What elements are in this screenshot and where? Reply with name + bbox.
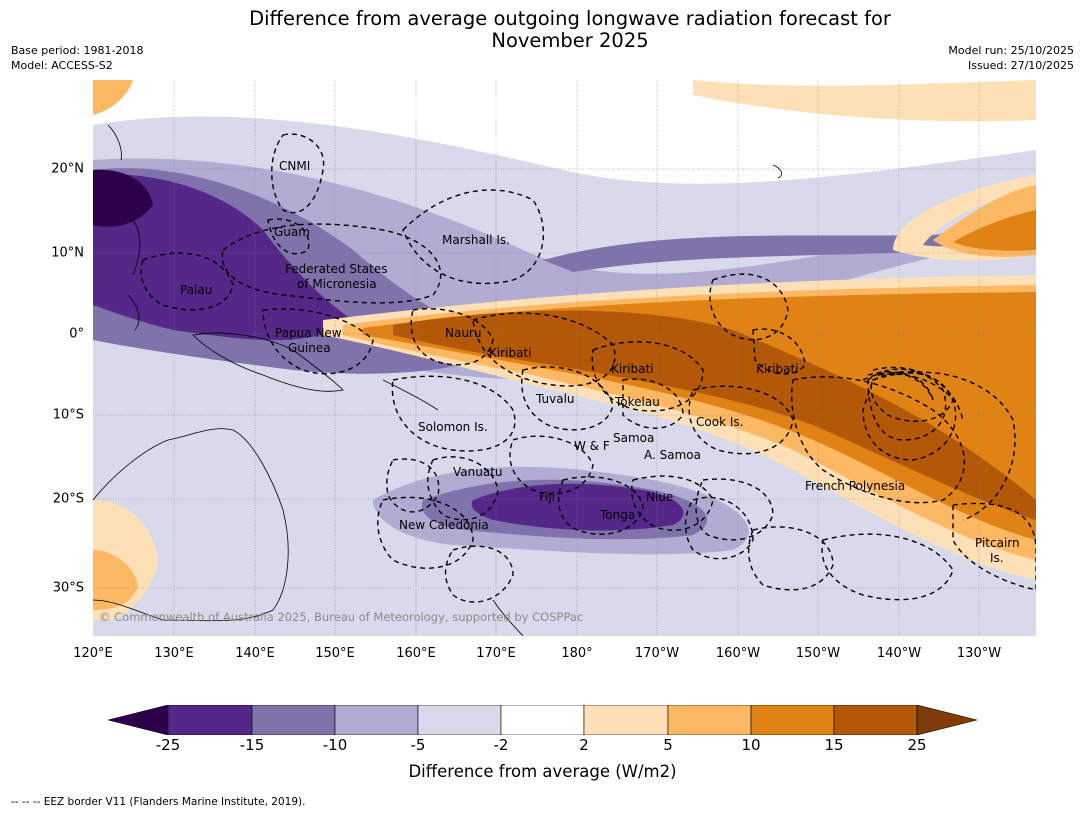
colorbar-swatch (500, 704, 585, 736)
footnote: -- -- -- EEZ border V11 (Flanders Marine… (11, 796, 306, 808)
label-marshall-is: Marshall Is. (442, 233, 510, 247)
x-tick: 180° (561, 646, 593, 661)
colorbar-tick: -10 (322, 736, 348, 754)
label-american-samoa: A. Samoa (644, 448, 701, 462)
x-tick: 130°W (956, 646, 1002, 661)
map-panel: © Commonwealth of Australia 2025, Bureau… (93, 80, 1036, 636)
y-tick: 10°N (51, 245, 84, 261)
meta-left: Base period: 1981-2018 Model: ACCESS-S2 (11, 43, 143, 73)
x-tick: 140°W (876, 646, 922, 661)
label-french-polynesia: French Polynesia (805, 479, 905, 493)
label-tokelau: Tokelau (614, 395, 660, 409)
colorbar (107, 704, 978, 736)
colorbar-swatch (750, 704, 835, 736)
graticule (93, 80, 1036, 636)
label-samoa: Samoa (613, 431, 654, 445)
label-solomon-is: Solomon Is. (418, 420, 488, 434)
label-kiribati-central: Kiribati (611, 362, 653, 376)
model-run: Model run: 25/10/2025 (948, 44, 1074, 57)
coastlines (93, 124, 782, 636)
label-guam: Guam (274, 225, 310, 239)
meta-right: Model run: 25/10/2025 Issued: 27/10/2025 (948, 43, 1074, 73)
colorbar-tick: 15 (824, 736, 844, 754)
x-tick: 160°E (396, 646, 436, 661)
colorbar-tick: -2 (493, 736, 509, 754)
label-kiribati-west: Kiribati (489, 346, 531, 360)
place-labels: CNMI Guam Marshall Is. Federated States … (180, 159, 1020, 565)
label-tonga: Tonga (599, 508, 635, 522)
x-tick: 120°E (73, 646, 113, 661)
y-tick: 20°S (52, 491, 84, 507)
x-tick: 150°W (795, 646, 841, 661)
label-cnmi: CNMI (279, 159, 310, 173)
title-line-1: Difference from average outgoing longwav… (249, 7, 891, 30)
title-line-2: November 2025 (491, 29, 649, 52)
label-nauru: Nauru (445, 326, 481, 340)
colorbar-max-extend (916, 704, 978, 736)
colorbar-tick: 5 (663, 736, 673, 754)
label-cook-is: Cook Is. (696, 415, 743, 429)
x-tick: 140°E (235, 646, 275, 661)
colorbar-tick: 10 (741, 736, 761, 754)
x-tick: 130°E (154, 646, 194, 661)
colorbar-swatch (417, 704, 502, 736)
label-palau: Palau (180, 283, 212, 297)
base-period: Base period: 1981-2018 (11, 44, 144, 57)
copyright-text: © Commonwealth of Australia 2025, Bureau… (99, 610, 583, 624)
label-png-2: Guinea (288, 341, 331, 355)
colorbar-tick: 25 (907, 736, 927, 754)
y-tick: 10°S (52, 407, 84, 423)
label-pitcairn-1: Pitcairn (975, 536, 1020, 550)
label-new-caledonia: New Caledonia (399, 518, 489, 532)
x-tick: 160°W (715, 646, 761, 661)
x-tick: 170°W (634, 646, 680, 661)
colorbar-tick: -5 (410, 736, 426, 754)
x-tick: 170°E (476, 646, 516, 661)
colorbar-swatch (583, 704, 669, 736)
y-tick: 0° (69, 326, 84, 342)
eez-borders (140, 133, 1036, 603)
label-micronesia-1: Federated States (285, 262, 387, 276)
anomaly-map: © Commonwealth of Australia 2025, Bureau… (93, 80, 1036, 636)
x-tick: 150°E (315, 646, 355, 661)
chart-title: Difference from average outgoing longwav… (0, 8, 1085, 52)
anomaly-fields (93, 80, 1036, 636)
colorbar-swatch (334, 704, 419, 736)
colorbar-svg (107, 704, 978, 736)
issued-date: Issued: 27/10/2025 (967, 59, 1074, 72)
colorbar-swatch (167, 704, 253, 736)
label-micronesia-2: of Micronesia (297, 277, 377, 291)
y-tick: 30°S (52, 580, 84, 596)
label-pitcairn-2: Is. (990, 551, 1004, 565)
colorbar-tick: 2 (579, 736, 589, 754)
model-name: Model: ACCESS-S2 (11, 59, 113, 72)
colorbar-title: Difference from average (W/m2) (408, 762, 677, 781)
colorbar-swatch (251, 704, 336, 736)
colorbar-swatch (833, 704, 918, 736)
y-tick: 20°N (51, 161, 84, 177)
colorbar-min-extend (107, 704, 169, 736)
colorbar-swatch (667, 704, 752, 736)
label-wallis-futuna: W & F (574, 439, 610, 453)
colorbar-tick: -15 (239, 736, 265, 754)
label-png-1: Papua New (275, 326, 342, 340)
label-kiribati-east: Kiribati (756, 362, 798, 376)
colorbar-tick: -25 (155, 736, 181, 754)
label-fiji: Fiji (539, 490, 555, 504)
label-vanuatu: Vanuatu (453, 465, 503, 479)
label-tuvalu: Tuvalu (535, 392, 575, 406)
label-niue: Niue (646, 490, 673, 504)
